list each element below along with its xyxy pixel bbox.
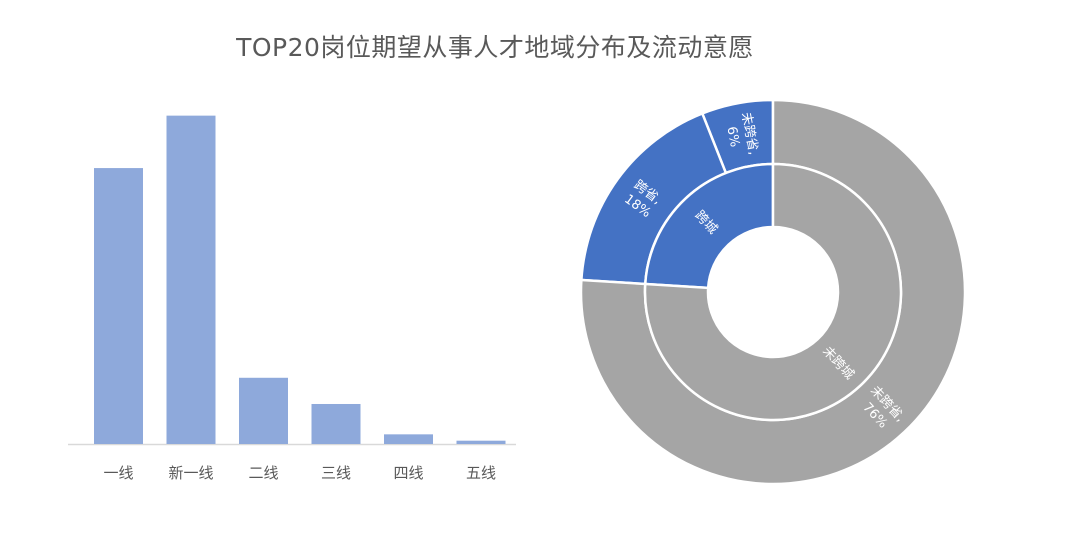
x-tick-label: 二线 xyxy=(248,464,278,482)
bar xyxy=(94,168,143,444)
x-tick-label: 一线 xyxy=(103,464,133,482)
donut-segment xyxy=(643,162,903,422)
chart-title: TOP20岗位期望从事人才地域分布及流动意愿 xyxy=(236,33,754,62)
donut-segment xyxy=(643,162,775,290)
x-tick-label: 四线 xyxy=(393,464,423,482)
bar xyxy=(456,440,506,444)
bar-chart: 一线 新一线 二线 三线 四线 五线 xyxy=(68,115,516,482)
x-tick-label: 三线 xyxy=(321,464,351,482)
bar xyxy=(311,403,361,444)
bar xyxy=(384,434,433,444)
x-tick-label: 五线 xyxy=(466,464,496,482)
x-tick-label: 新一线 xyxy=(168,464,213,482)
segment-percent: 6% xyxy=(723,125,742,148)
bar xyxy=(166,115,216,445)
bar xyxy=(239,377,288,444)
